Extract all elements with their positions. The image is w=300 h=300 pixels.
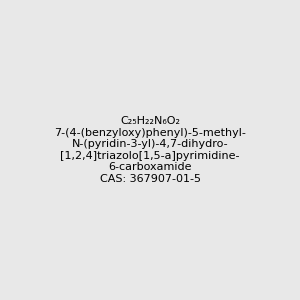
Text: C₂₅H₂₂N₆O₂
7-(4-(benzyloxy)phenyl)-5-methyl-
N-(pyridin-3-yl)-4,7-dihydro-
[1,2,: C₂₅H₂₂N₆O₂ 7-(4-(benzyloxy)phenyl)-5-met…	[54, 116, 246, 184]
